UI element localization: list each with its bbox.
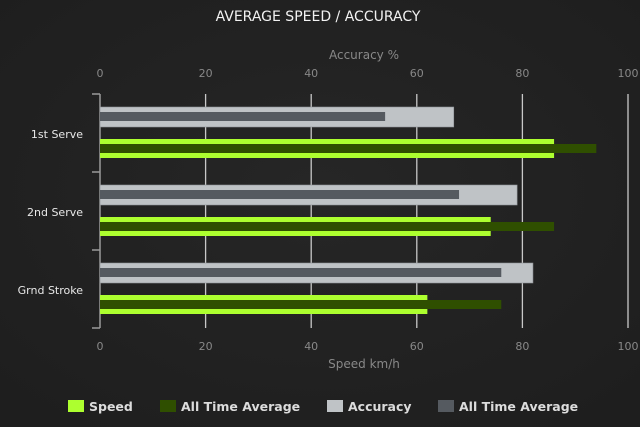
legend-swatch — [327, 400, 343, 412]
chart-title: AVERAGE SPEED / ACCURACY — [216, 9, 421, 25]
accuracy-average-bar — [100, 112, 386, 121]
category-label: 1st Serve — [31, 128, 83, 141]
bottom-tick-label: 20 — [199, 340, 213, 353]
legend-swatch — [438, 400, 454, 412]
accuracy-average-bar — [100, 190, 460, 199]
speed-average-bar — [100, 222, 555, 231]
legend-swatch — [160, 400, 176, 412]
bottom-tick-label: 80 — [515, 340, 529, 353]
bottom-axis-label: Speed km/h — [328, 357, 400, 371]
bottom-tick-label: 0 — [97, 340, 104, 353]
top-tick-label: 60 — [410, 67, 424, 80]
top-tick-label: 40 — [304, 67, 318, 80]
speed-average-bar — [100, 300, 502, 309]
bottom-tick-label: 60 — [410, 340, 424, 353]
top-tick-label: 0 — [97, 67, 104, 80]
category-label: 2nd Serve — [27, 206, 83, 219]
top-axis-label: Accuracy % — [329, 48, 399, 62]
category-label: Grnd Stroke — [18, 284, 84, 297]
legend-label: All Time Average — [459, 399, 578, 414]
accuracy-average-bar — [100, 268, 502, 277]
legend-label: Speed — [89, 399, 133, 414]
speed-average-bar — [100, 144, 597, 153]
legend-label: All Time Average — [181, 399, 300, 414]
top-tick-label: 20 — [199, 67, 213, 80]
legend-swatch — [68, 400, 84, 412]
bottom-tick-label: 100 — [618, 340, 639, 353]
top-tick-label: 100 — [618, 67, 639, 80]
bottom-tick-label: 40 — [304, 340, 318, 353]
top-tick-label: 80 — [515, 67, 529, 80]
legend-label: Accuracy — [348, 399, 412, 414]
